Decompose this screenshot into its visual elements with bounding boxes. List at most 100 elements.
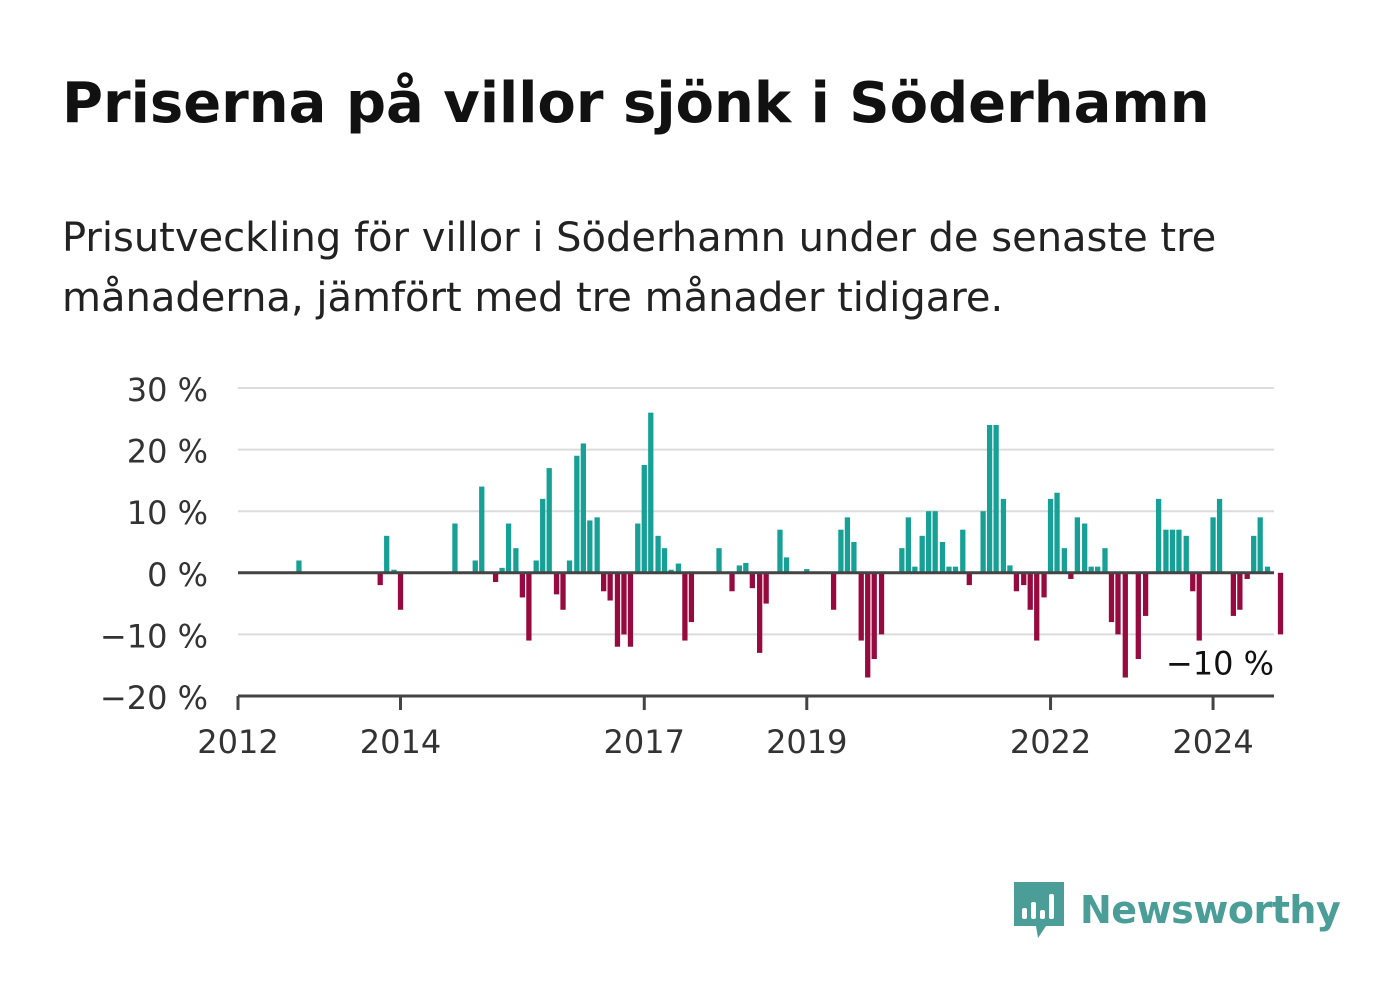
bar [668,569,674,573]
last-value-label: −10 % [1166,644,1274,682]
bar [1210,517,1216,573]
bar [607,572,613,601]
bar [1021,572,1027,586]
y-tick-label: −10 % [100,617,208,655]
bar [553,572,560,595]
bar [1007,565,1013,573]
bar [648,412,654,573]
bar [1155,498,1162,573]
bar [1169,529,1176,573]
bar [1196,572,1202,641]
bar [838,529,844,573]
bar [560,572,566,610]
bar [594,517,600,573]
bar [513,548,519,573]
bar [1108,572,1115,623]
bar [830,572,837,610]
bar [777,529,783,573]
bar [1264,566,1271,573]
bar [899,548,905,573]
axes: 30 % 20 % 10 % 0 % −10 % −20 % 2012 2014 2017 201… [100,371,1274,761]
bar [1088,566,1094,573]
bar [675,563,682,573]
bar [566,560,573,573]
bar [546,468,552,573]
bar [627,572,634,647]
y-tick-label: 20 % [127,433,208,471]
bar [1082,523,1088,573]
bar [1027,572,1033,610]
bar [1251,535,1257,573]
bar [1176,529,1182,573]
bar [952,566,959,573]
bar [905,517,911,573]
bar [499,567,505,573]
bar [1041,572,1047,598]
bar [296,560,302,573]
bar [492,572,499,583]
bar [1122,572,1128,678]
bar [1237,572,1243,610]
bar [533,560,539,573]
bar [635,523,641,573]
bar [729,572,735,592]
bar [472,560,478,573]
bar [519,572,526,598]
bar [397,572,404,610]
bar [661,548,668,573]
bar [580,443,586,573]
bar [716,548,722,573]
bar [655,535,661,573]
bar [377,572,383,586]
bar [1163,529,1169,573]
bar [960,529,966,573]
bar [682,572,688,641]
bar [1183,535,1189,573]
bar [966,572,972,586]
bar [743,562,749,573]
bar [783,557,790,573]
bar [1034,572,1040,641]
bar [1061,548,1067,573]
bar [946,566,952,573]
bar [871,572,877,660]
bar [926,511,932,573]
bar [540,498,546,573]
x-tick-label: 2019 [766,723,847,761]
x-tick-label: 2024 [1172,723,1253,761]
bar-series [296,412,1284,678]
bar [1257,517,1263,573]
bar [614,572,621,647]
chart-title: Priserna på villor sjönk i Söderhamn [62,71,1210,136]
bar [384,535,390,573]
bar [919,535,925,573]
bar [749,572,755,589]
bar [1277,572,1284,635]
bar [1074,517,1080,573]
bar [980,511,986,573]
brand-logo: Newsworthy [1012,880,1341,940]
x-tick-label: 2012 [197,723,278,761]
bar [1190,572,1196,592]
x-tick-label: 2014 [360,723,441,761]
brand-name: Newsworthy [1080,888,1341,932]
bar [479,486,485,573]
bar [1068,572,1074,579]
bar [1135,572,1141,660]
y-tick-label: 10 % [127,494,208,532]
newsworthy-logo-icon [1014,882,1064,938]
bar [1115,572,1121,635]
bar [858,572,864,641]
bar [452,523,458,573]
bar [526,572,532,641]
bar [1244,572,1250,579]
bar [912,566,918,573]
bar [1000,498,1007,573]
bar [1054,492,1060,573]
bar [601,572,607,592]
bar [641,465,647,573]
bar [1095,566,1101,573]
bar [932,511,938,573]
bar [574,455,580,573]
